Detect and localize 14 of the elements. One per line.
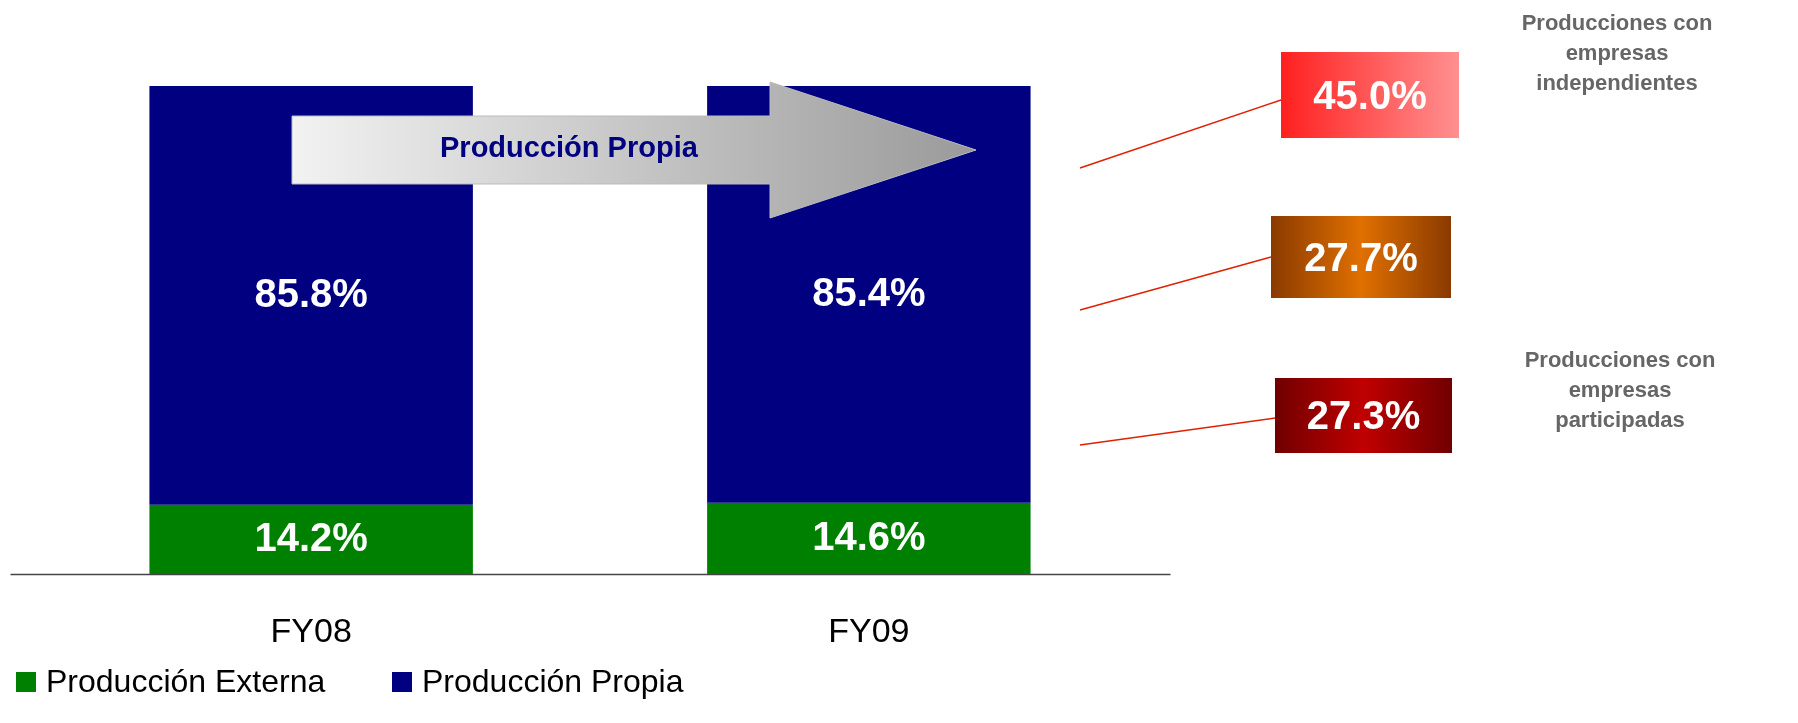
data-label: 14.2%	[254, 515, 368, 560]
data-label: 85.4%	[812, 270, 926, 315]
x-tick-label: FY08	[270, 610, 352, 649]
text: Producciones con empresas participadas	[1523, 346, 1717, 434]
text: Producciones con empresas independientes	[1520, 9, 1714, 97]
text: 27.7%	[1271, 216, 1451, 298]
data-label: 85.8%	[254, 271, 368, 316]
legend-label: Producción Externa	[46, 663, 326, 699]
data-label: 14.6%	[812, 514, 926, 559]
annotation: Producción Propia	[440, 131, 698, 164]
text: 27.3%	[1275, 378, 1452, 453]
legend-label: Producción Propia	[422, 663, 684, 699]
x-tick-label: FY09	[828, 610, 910, 649]
text: 45.0%	[1281, 52, 1459, 138]
